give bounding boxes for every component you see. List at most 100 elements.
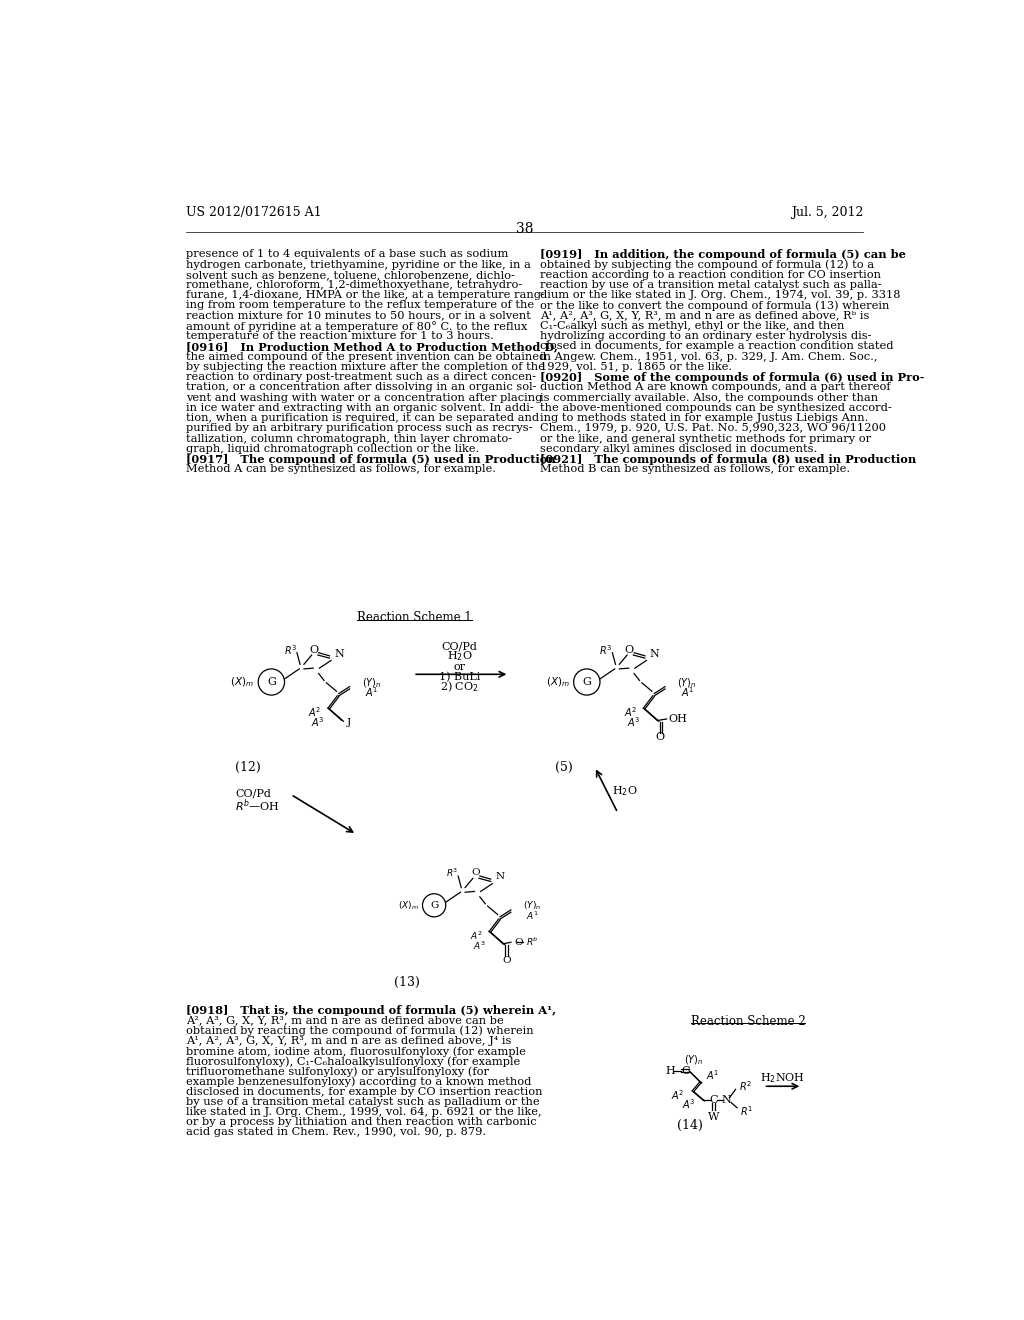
- Text: ing from room temperature to the reflux temperature of the: ing from room temperature to the reflux …: [186, 301, 535, 310]
- Text: O: O: [625, 644, 634, 655]
- Text: C: C: [681, 1065, 689, 1076]
- Text: Reaction Scheme 2: Reaction Scheme 2: [690, 1015, 805, 1028]
- Text: $A^1$: $A^1$: [526, 909, 540, 921]
- Text: [0916]   In Production Method A to Production Method D,: [0916] In Production Method A to Product…: [186, 342, 558, 352]
- Text: [0919]   In addition, the compound of formula (5) can be: [0919] In addition, the compound of form…: [541, 249, 906, 260]
- Text: or the like to convert the compound of formula (13) wherein: or the like to convert the compound of f…: [541, 301, 890, 312]
- Text: O: O: [514, 937, 522, 946]
- Text: N: N: [722, 1096, 731, 1105]
- Text: vent and washing with water or a concentration after placing: vent and washing with water or a concent…: [186, 392, 543, 403]
- Text: $(Y)_n$: $(Y)_n$: [678, 676, 697, 689]
- Text: $(Y)_n$: $(Y)_n$: [684, 1053, 703, 1067]
- Text: acid gas stated in Chem. Rev., 1990, vol. 90, p. 879.: acid gas stated in Chem. Rev., 1990, vol…: [186, 1127, 486, 1138]
- Text: O: O: [655, 733, 665, 742]
- Text: O: O: [471, 869, 479, 878]
- Text: $A^2$: $A^2$: [308, 705, 322, 719]
- Text: H$_2$O: H$_2$O: [446, 649, 472, 664]
- Text: A¹, A², A³, G, X, Y, R³, m and n are as defined above, Rᵇ is: A¹, A², A³, G, X, Y, R³, m and n are as …: [541, 310, 869, 321]
- Text: $(Y)_n$: $(Y)_n$: [362, 676, 382, 689]
- Text: is commercially available. Also, the compounds other than: is commercially available. Also, the com…: [541, 392, 879, 403]
- Text: [0917]   The compound of formula (5) used in Production: [0917] The compound of formula (5) used …: [186, 454, 556, 465]
- Text: reaction by use of a transition metal catalyst such as palla-: reaction by use of a transition metal ca…: [541, 280, 882, 290]
- Text: $(X)_m$: $(X)_m$: [546, 676, 569, 689]
- Text: [0921]   The compounds of formula (8) used in Production: [0921] The compounds of formula (8) used…: [541, 454, 916, 465]
- Text: [0918]   That is, the compound of formula (5) wherein A¹,: [0918] That is, the compound of formula …: [186, 1006, 556, 1016]
- Text: $R^1$: $R^1$: [740, 1104, 754, 1118]
- Text: presence of 1 to 4 equivalents of a base such as sodium: presence of 1 to 4 equivalents of a base…: [186, 249, 509, 259]
- Text: hydrolizing according to an ordinary ester hydrolysis dis-: hydrolizing according to an ordinary est…: [541, 331, 871, 341]
- Text: amount of pyridine at a temperature of 80° C. to the reflux: amount of pyridine at a temperature of 8…: [186, 321, 527, 331]
- Text: like stated in J. Org. Chem., 1999, vol. 64, p. 6921 or the like,: like stated in J. Org. Chem., 1999, vol.…: [186, 1107, 542, 1117]
- Text: solvent such as benzene, toluene, chlorobenzene, dichlo-: solvent such as benzene, toluene, chloro…: [186, 269, 515, 280]
- Text: $A^1$: $A^1$: [707, 1069, 720, 1082]
- Text: G: G: [583, 677, 591, 686]
- Text: G: G: [267, 677, 275, 686]
- Text: $R^3$: $R^3$: [445, 867, 458, 879]
- Text: O: O: [502, 956, 511, 965]
- Text: the above-mentioned compounds can be synthesized accord-: the above-mentioned compounds can be syn…: [541, 403, 892, 413]
- Text: $A^2$: $A^2$: [470, 929, 483, 941]
- Text: CO/Pd: CO/Pd: [441, 642, 477, 652]
- Text: W: W: [709, 1111, 720, 1122]
- Text: C: C: [710, 1096, 718, 1105]
- Text: or: or: [454, 661, 466, 672]
- Text: $(X)_m$: $(X)_m$: [397, 899, 419, 912]
- Text: H: H: [666, 1065, 676, 1076]
- Text: tallization, column chromatograph, thin layer chromato-: tallization, column chromatograph, thin …: [186, 433, 512, 444]
- Text: romethane, chloroform, 1,2-dimethoxyethane, tetrahydro-: romethane, chloroform, 1,2-dimethoxyetha…: [186, 280, 522, 290]
- Text: Chem., 1979, p. 920, U.S. Pat. No. 5,990,323, WO 96/11200: Chem., 1979, p. 920, U.S. Pat. No. 5,990…: [541, 424, 887, 433]
- Text: 38: 38: [516, 222, 534, 235]
- Text: H$_2$O: H$_2$O: [611, 784, 637, 799]
- Text: C₁-C₆alkyl such as methyl, ethyl or the like, and then: C₁-C₆alkyl such as methyl, ethyl or the …: [541, 321, 845, 331]
- Text: furane, 1,4-dioxane, HMPA or the like, at a temperature rang-: furane, 1,4-dioxane, HMPA or the like, a…: [186, 290, 545, 300]
- Text: N: N: [496, 873, 505, 882]
- Text: $R^b$: $R^b$: [526, 936, 539, 949]
- Text: purified by an arbitrary purification process such as recrys-: purified by an arbitrary purification pr…: [186, 424, 532, 433]
- Text: hydrogen carbonate, triethyamine, pyridine or the like, in a: hydrogen carbonate, triethyamine, pyridi…: [186, 260, 531, 269]
- Text: in ice water and extracting with an organic solvent. In addi-: in ice water and extracting with an orga…: [186, 403, 534, 413]
- Text: closed in documents, for example a reaction condition stated: closed in documents, for example a react…: [541, 342, 894, 351]
- Text: secondary alkyl amines disclosed in documents.: secondary alkyl amines disclosed in docu…: [541, 444, 817, 454]
- Text: A¹, A², A³, G, X, Y, R³, m and n are as defined above, J⁴ is: A¹, A², A³, G, X, Y, R³, m and n are as …: [186, 1036, 512, 1045]
- Text: $R^3$: $R^3$: [284, 643, 297, 656]
- Text: (5): (5): [555, 762, 572, 775]
- Text: N: N: [334, 648, 344, 659]
- Text: $A^3$: $A^3$: [473, 939, 486, 952]
- Text: $(X)_m$: $(X)_m$: [230, 676, 254, 689]
- Text: 1) BuLi: 1) BuLi: [439, 672, 480, 681]
- Text: A², A³, G, X, Y, R³, m and n are as defined above can be: A², A³, G, X, Y, R³, m and n are as defi…: [186, 1015, 504, 1026]
- Text: $A^3$: $A^3$: [682, 1097, 695, 1111]
- Text: US 2012/0172615 A1: US 2012/0172615 A1: [186, 206, 322, 219]
- Text: OH: OH: [669, 714, 687, 723]
- Text: tion, when a purification is required, it can be separated and: tion, when a purification is required, i…: [186, 413, 540, 424]
- Text: Method A can be synthesized as follows, for example.: Method A can be synthesized as follows, …: [186, 465, 496, 474]
- Text: 2) CO$_2$: 2) CO$_2$: [440, 680, 479, 694]
- Text: $(Y)_n$: $(Y)_n$: [523, 900, 542, 912]
- Text: duction Method A are known compounds, and a part thereof: duction Method A are known compounds, an…: [541, 383, 891, 392]
- Text: by subjecting the reaction mixture after the completion of the: by subjecting the reaction mixture after…: [186, 362, 545, 372]
- Text: by use of a transition metal catalyst such as palladium or the: by use of a transition metal catalyst su…: [186, 1097, 540, 1107]
- Text: ing to methods stated in for example Justus Liebigs Ann.: ing to methods stated in for example Jus…: [541, 413, 868, 424]
- Text: dium or the like stated in J. Org. Chem., 1974, vol. 39, p. 3318: dium or the like stated in J. Org. Chem.…: [541, 290, 901, 300]
- Text: $A^3$: $A^3$: [311, 715, 325, 729]
- Text: $R^b$—OH: $R^b$—OH: [234, 797, 280, 813]
- Text: example benzenesulfonyloxy) according to a known method: example benzenesulfonyloxy) according to…: [186, 1077, 531, 1088]
- Text: in Angew. Chem., 1951, vol. 63, p. 329, J. Am. Chem. Soc.,: in Angew. Chem., 1951, vol. 63, p. 329, …: [541, 351, 878, 362]
- Text: Reaction Scheme 1: Reaction Scheme 1: [357, 611, 472, 624]
- Text: N: N: [649, 648, 659, 659]
- Text: [0920]   Some of the compounds of formula (6) used in Pro-: [0920] Some of the compounds of formula …: [541, 372, 925, 383]
- Text: $A^3$: $A^3$: [627, 715, 640, 729]
- Text: CO/Pd: CO/Pd: [234, 788, 270, 799]
- Text: trifluoromethane sulfonyloxy) or arylsulfonyloxy (for: trifluoromethane sulfonyloxy) or arylsul…: [186, 1067, 489, 1077]
- Text: fluorosulfonyloxy), C₁-C₆haloalkylsulfonyloxy (for example: fluorosulfonyloxy), C₁-C₆haloalkylsulfon…: [186, 1056, 520, 1067]
- Text: $A^1$: $A^1$: [366, 685, 379, 698]
- Text: disclosed in documents, for example by CO insertion reaction: disclosed in documents, for example by C…: [186, 1086, 543, 1097]
- Text: obtained by reacting the compound of formula (12) wherein: obtained by reacting the compound of for…: [186, 1026, 534, 1036]
- Text: or the like, and general synthetic methods for primary or: or the like, and general synthetic metho…: [541, 433, 871, 444]
- Text: temperature of the reaction mixture for 1 to 3 hours.: temperature of the reaction mixture for …: [186, 331, 494, 341]
- Text: $R^3$: $R^3$: [599, 643, 612, 656]
- Text: $A^2$: $A^2$: [671, 1088, 684, 1102]
- Text: Jul. 5, 2012: Jul. 5, 2012: [792, 206, 863, 219]
- Text: G: G: [430, 900, 438, 909]
- Text: (13): (13): [394, 977, 420, 989]
